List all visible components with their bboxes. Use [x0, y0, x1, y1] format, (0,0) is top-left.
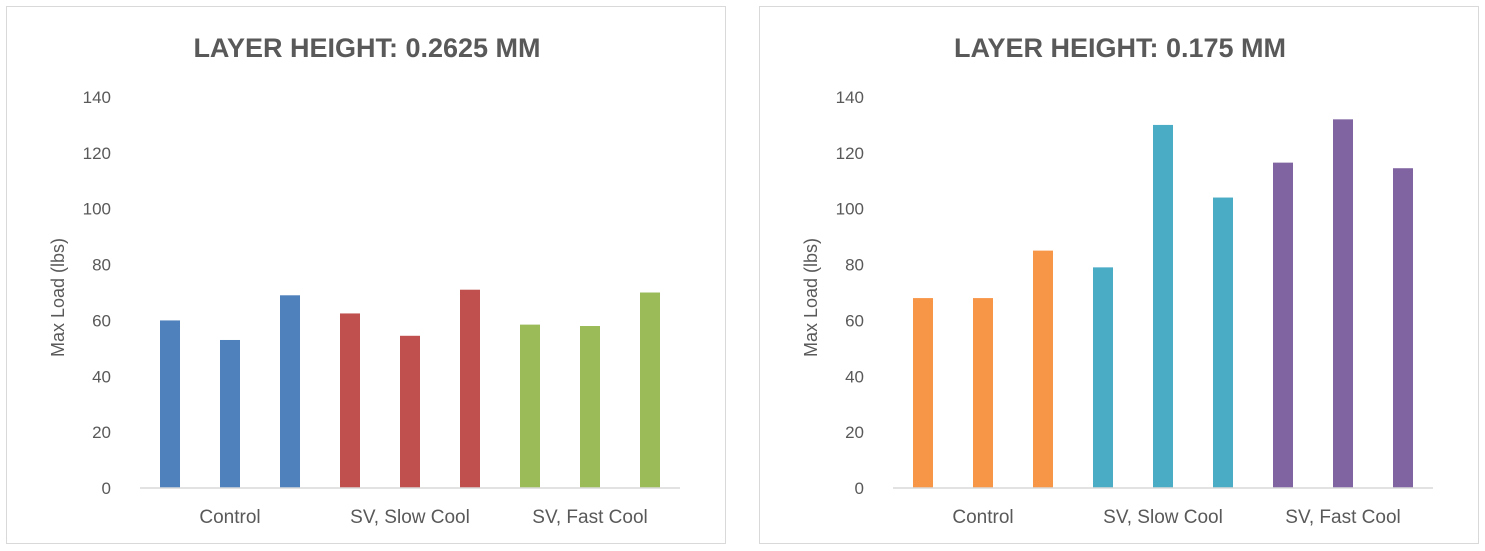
bar — [1093, 267, 1113, 488]
chart-right: LAYER HEIGHT: 0.175 MM 0 20 40 60 80 100 120 140… — [801, 33, 1433, 528]
bar — [1033, 250, 1053, 488]
x-category-label: Control — [199, 507, 260, 528]
bar — [1213, 197, 1233, 489]
y-tick-label: 0 — [855, 479, 864, 498]
chart-title: LAYER HEIGHT: 0.2625 MM — [193, 33, 540, 63]
bar — [1273, 162, 1293, 488]
x-category-label: Control — [952, 507, 1013, 528]
bar — [640, 292, 660, 488]
y-tick-label: 120 — [83, 144, 111, 163]
bar — [460, 289, 480, 488]
y-axis-label: Max Load (lbs) — [48, 238, 68, 357]
bar — [1393, 168, 1413, 489]
x-category-label: SV, Slow Cool — [1103, 507, 1223, 528]
y-tick-label: 80 — [845, 256, 864, 275]
x-category-label: SV, Fast Cool — [532, 507, 647, 528]
y-tick-label: 140 — [836, 88, 864, 107]
bar — [1333, 119, 1353, 488]
chart-title: LAYER HEIGHT: 0.175 MM — [954, 33, 1286, 63]
x-category-label: SV, Slow Cool — [350, 507, 470, 528]
y-axis-label: Max Load (lbs) — [801, 238, 821, 357]
bar — [220, 339, 240, 488]
y-tick-label: 0 — [102, 479, 111, 498]
x-category-label: SV, Fast Cool — [1285, 507, 1400, 528]
y-tick-label: 100 — [836, 200, 864, 219]
y-tick-label: 100 — [83, 200, 111, 219]
bar — [340, 313, 360, 488]
y-tick-label: 60 — [845, 311, 864, 330]
chart-panel-left: LAYER HEIGHT: 0.2625 MM 0 20 40 60 80 100 120 14… — [6, 6, 726, 544]
y-tick-label: 40 — [845, 367, 864, 386]
bar — [400, 335, 420, 488]
y-tick-label: 20 — [92, 423, 111, 442]
bar — [580, 326, 600, 488]
bar — [973, 298, 993, 488]
bar — [1153, 124, 1173, 488]
y-tick-label: 60 — [92, 311, 111, 330]
bar — [520, 324, 540, 488]
chart-panel-right: LAYER HEIGHT: 0.175 MM 0 20 40 60 80 100 120 140… — [759, 6, 1479, 544]
y-tick-label: 140 — [83, 88, 111, 107]
bar — [280, 295, 300, 488]
y-tick-label: 20 — [845, 423, 864, 442]
y-tick-label: 80 — [92, 256, 111, 275]
bar — [913, 298, 933, 488]
y-tick-label: 40 — [92, 367, 111, 386]
bar — [160, 320, 180, 488]
y-tick-label: 120 — [836, 144, 864, 163]
chart-left: LAYER HEIGHT: 0.2625 MM 0 20 40 60 80 100 120 14… — [48, 33, 680, 528]
